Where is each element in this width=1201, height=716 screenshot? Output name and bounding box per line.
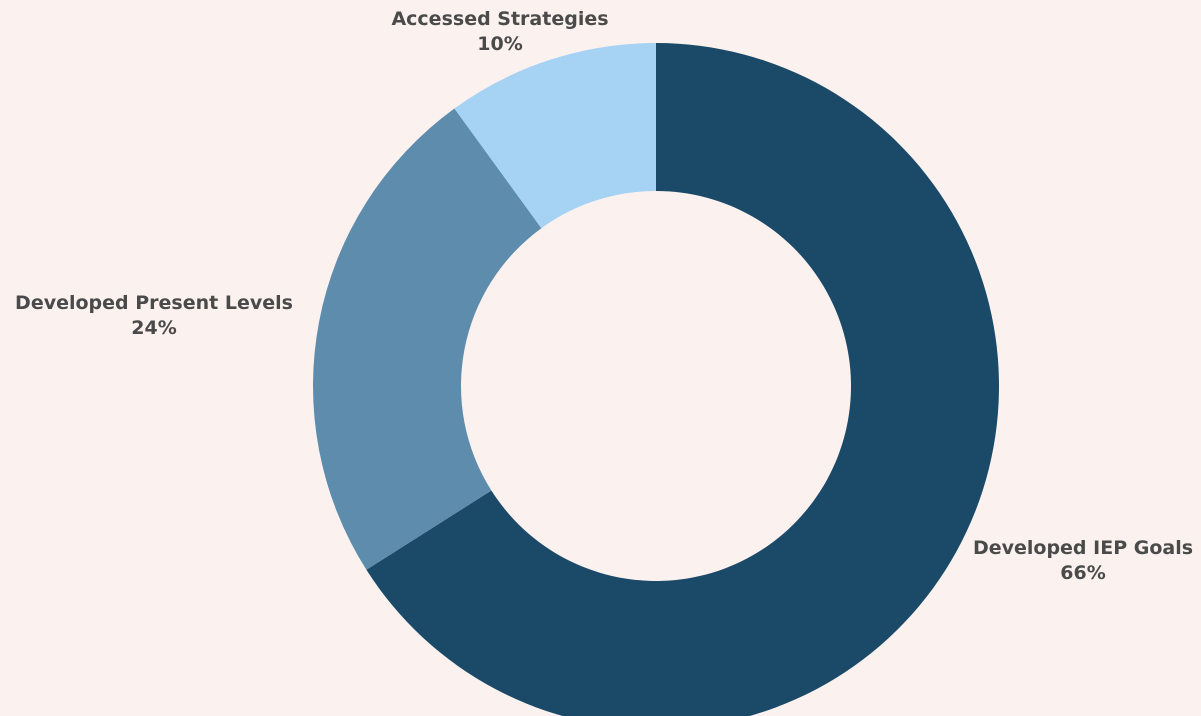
slice-category-label: Developed IEP Goals	[972, 537, 1194, 559]
slice-label-developed-iep-goals: Developed IEP Goals 66%	[968, 536, 1198, 586]
slice-label-accessed-strategies: Accessed Strategies 10%	[380, 7, 620, 57]
slice-percent-label: 66%	[1060, 562, 1106, 584]
slice-label-developed-present-levels: Developed Present Levels 24%	[4, 291, 304, 341]
slice-percent-label: 10%	[477, 33, 523, 55]
donut-slice-developed-present-levels	[313, 108, 542, 570]
donut-slice-accessed-strategies	[454, 43, 656, 229]
slice-category-label: Developed Present Levels	[15, 292, 293, 314]
donut-slice-developed-iep-goals	[366, 43, 999, 716]
slice-percent-label: 24%	[131, 317, 177, 339]
slice-category-label: Accessed Strategies	[391, 8, 609, 30]
